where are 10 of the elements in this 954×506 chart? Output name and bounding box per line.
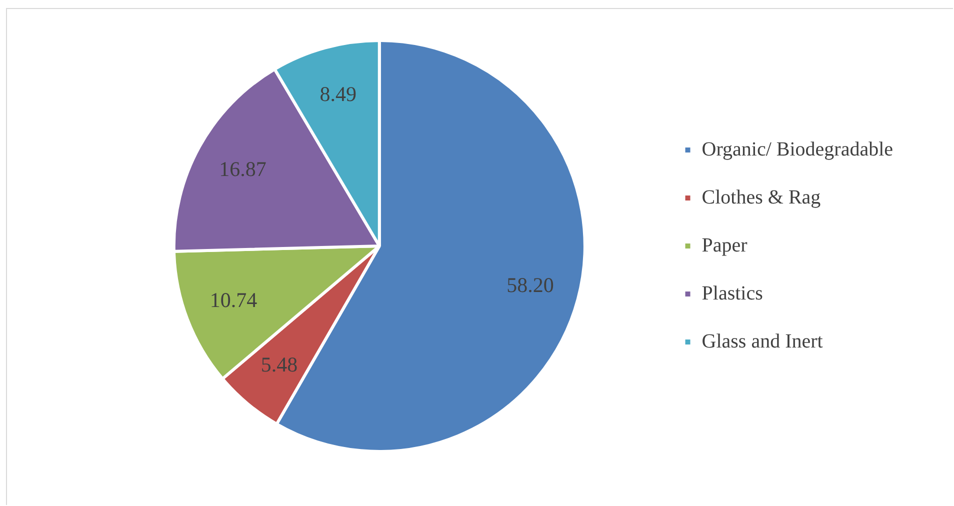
- legend-label: Glass and Inert: [702, 330, 824, 352]
- data-label: 10.74: [210, 288, 258, 312]
- data-label: 5.48: [260, 352, 298, 376]
- legend-label: Organic/ Biodegradable: [702, 138, 894, 160]
- legend-label: Plastics: [702, 282, 764, 304]
- data-label: 8.49: [320, 82, 357, 106]
- data-label: 16.87: [219, 156, 266, 181]
- data-label: 58.20: [506, 272, 554, 297]
- legend-label: Clothes & Rag: [702, 186, 821, 208]
- legend-label: Paper: [702, 234, 748, 256]
